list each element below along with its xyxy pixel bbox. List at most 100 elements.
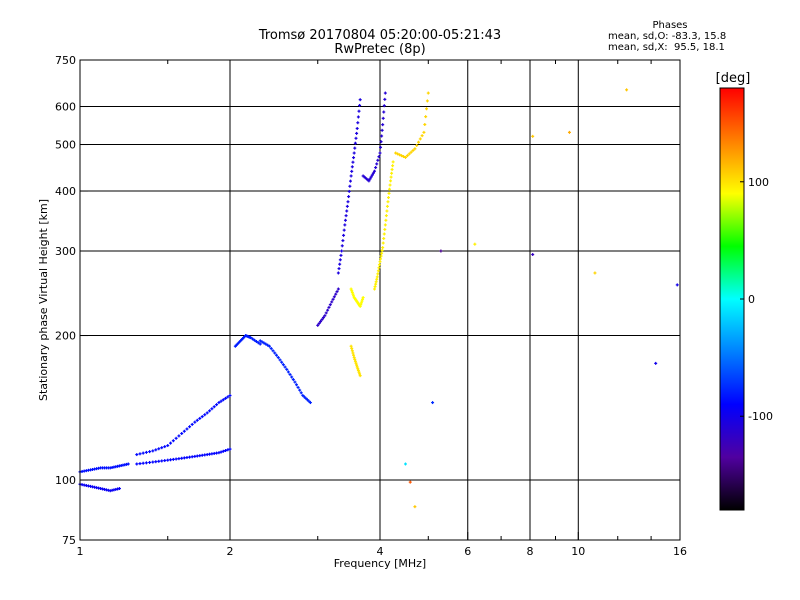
trace-point-o (258, 342, 262, 346)
trace-point-x (386, 196, 390, 200)
trace-point-o (269, 346, 273, 350)
trace-point-o (337, 267, 341, 271)
trace-point-o (271, 349, 275, 353)
trace-point-x (402, 155, 406, 159)
trace-point-o (375, 162, 379, 166)
trace-point-o (288, 372, 292, 376)
phase-stats-o-mode: mean, sd,O: -83.3, 15.8 (608, 31, 727, 42)
trace-point-o (280, 360, 284, 364)
isolated-point (473, 242, 477, 246)
trace-point-o (254, 339, 258, 343)
trace-point-o (332, 295, 336, 299)
trace-point-o (355, 126, 359, 130)
trace-point-o (346, 200, 350, 204)
trace-point-x (426, 91, 430, 95)
trace-point-o (151, 460, 155, 464)
trace-point-o (281, 363, 285, 367)
trace-point-o (267, 344, 271, 348)
isolated-point (531, 253, 535, 257)
y-tick-label: 500 (55, 139, 76, 152)
trace-point-o (343, 223, 347, 227)
trace-point-o (198, 416, 202, 420)
trace-point-o (126, 462, 130, 466)
trace-point-o (252, 338, 256, 342)
trace-point-o (350, 165, 354, 169)
trace-point-x (398, 153, 402, 157)
grid-lines (80, 60, 680, 540)
trace-point-o (383, 97, 387, 101)
trace-point-o (295, 383, 299, 387)
trace-point-o (342, 228, 346, 232)
trace-point-x (381, 241, 385, 245)
trace-point-o (319, 319, 323, 323)
trace-point-x (380, 248, 384, 252)
trace-point-x (422, 130, 426, 134)
trace-point-o (370, 173, 374, 177)
trace-point-x (358, 374, 362, 378)
trace-point-o (296, 385, 300, 389)
trace-point-o (190, 422, 194, 426)
trace-point-o (380, 134, 384, 138)
trace-point-o (330, 300, 334, 304)
y-axis-ticks: 75 100 200 300 400 500 600 750 (55, 54, 88, 547)
trace-point-o (180, 456, 184, 460)
trace-point-o (180, 432, 184, 436)
trace-point-o (251, 337, 255, 341)
trace-point-o (166, 444, 170, 448)
trace-point-x (389, 175, 393, 179)
trace-point-o (340, 249, 344, 253)
trace-point-x (361, 296, 365, 300)
x-axis-ticks: 1 2 4 6 8 10 16 (77, 60, 687, 558)
trace-point-o (373, 169, 377, 173)
trace-point-o (219, 399, 223, 403)
trace-point-o (275, 353, 279, 357)
trace-point-o (374, 166, 378, 170)
trace-point-o (336, 271, 340, 275)
trace-point-o (380, 128, 384, 132)
isolated-point (408, 480, 412, 484)
trace-point-o (326, 308, 330, 312)
y-tick-label: 400 (55, 185, 76, 198)
trace-point-o (224, 396, 228, 400)
trace-point-x (350, 346, 354, 350)
trace-point-o (283, 365, 287, 369)
trace-point-x (424, 115, 428, 119)
trace-point-x (385, 204, 389, 208)
trace-point-o (185, 427, 189, 431)
x-axis-label: Frequency [MHz] (334, 557, 426, 570)
trace-point-o (335, 290, 339, 294)
trace-point-o (224, 449, 228, 453)
trace-point-o (182, 429, 186, 433)
trace-point-o (345, 204, 349, 208)
trace-point-x (388, 187, 392, 191)
trace-point-o (331, 297, 335, 301)
trace-point-o (171, 457, 175, 461)
trace-point-o (219, 450, 223, 454)
trace-point-o (221, 449, 225, 453)
trace-point-o (358, 103, 362, 107)
trace-point-o (228, 394, 232, 398)
trace-point-x (385, 209, 389, 213)
trace-point-x (405, 154, 409, 158)
trace-point-o (266, 343, 270, 347)
colorbar-tick-label: 100 (748, 176, 769, 189)
trace-point-o (347, 195, 351, 199)
trace-point-x (386, 200, 390, 204)
trace-point-o (316, 323, 320, 327)
trace-point-o (256, 341, 260, 345)
trace-point-o (138, 462, 142, 466)
x-tick-label: 2 (227, 545, 234, 558)
phase-stats-x-mode: mean, sd,X: 95.5, 18.1 (608, 42, 725, 53)
trace-point-x (411, 148, 415, 152)
trace-point-x (425, 99, 429, 103)
trace-point-x (387, 191, 391, 195)
isolated-point (567, 130, 571, 134)
trace-point-o (188, 425, 192, 429)
trace-point-o (379, 140, 383, 144)
x-tick-label: 6 (464, 545, 471, 558)
trace-point-o (117, 487, 121, 491)
trace-point-o (381, 116, 385, 120)
trace-point-o (193, 420, 197, 424)
trace-point-o (203, 413, 207, 417)
